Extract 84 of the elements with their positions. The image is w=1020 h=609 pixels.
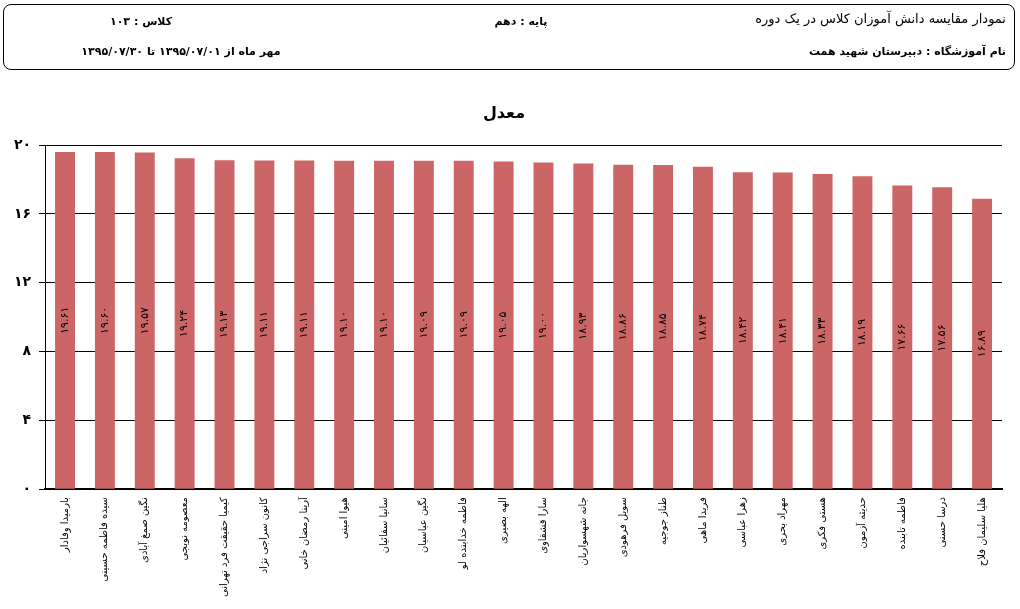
bar: [892, 185, 913, 489]
x-tick-label: فاطمه خدابنده لو: [457, 496, 469, 571]
data-label: ۱۹.۰۹: [416, 311, 430, 339]
data-label: ۱۸.۴۱: [775, 317, 789, 345]
bar: [334, 160, 355, 489]
data-label: ۱۹.۶۱: [57, 306, 71, 334]
y-tick-label: ۱۲: [14, 273, 32, 290]
y-tick-label: ۲۰: [14, 135, 32, 152]
data-label: ۱۷.۵۶: [935, 324, 949, 352]
x-tick-label: هلیا سلیمان فلاح: [975, 497, 988, 567]
bar: [493, 161, 514, 489]
y-tick-label: ۱۶: [14, 204, 32, 221]
bar: [573, 163, 594, 489]
data-label: ۱۹.۰۹: [456, 311, 470, 339]
data-label: ۱۹.۶۰: [97, 306, 111, 334]
text: پایه : دهم: [494, 15, 548, 28]
bar: [932, 187, 953, 489]
x-tick-label: کانون سراجی نژاد: [257, 496, 269, 574]
data-label: ۱۸.۴۲: [735, 316, 749, 345]
bar: [732, 172, 753, 489]
data-label: ۱۹.۱۰: [336, 311, 350, 339]
chart-title: معدل: [482, 102, 526, 122]
x-tick-label: الهه بصیری: [497, 497, 510, 544]
bar: [653, 164, 674, 489]
data-label: ۱۹.۱۱: [257, 311, 271, 339]
x-tick-label: درسا حسنی: [935, 497, 947, 548]
x-tick-label: هیوا امینی: [337, 497, 349, 540]
bar: [55, 151, 75, 489]
bar: [812, 173, 833, 489]
text: کلاس : ۱۰۳: [109, 15, 173, 28]
data-label: ۱۹.۱۱: [297, 311, 311, 339]
x-tick-label: فریدا ماهی: [696, 496, 708, 544]
x-tick-label: سیده فاطمه حسینی: [98, 497, 110, 582]
bar: [413, 160, 434, 489]
x-tick-label: معصومه نوبجی: [178, 497, 190, 561]
y-tick-label: ۸: [22, 342, 32, 359]
x-tick-label: جانه شهسواریان: [576, 497, 589, 566]
x-tick-label: طناز جوجیه: [656, 497, 668, 546]
bar: [134, 152, 155, 489]
data-label: ۱۸.۳۳: [815, 317, 829, 345]
bar: [294, 160, 315, 489]
x-tick-label: سانیا سفائیان: [377, 497, 389, 554]
data-label: ۱۶.۸۹: [974, 330, 988, 358]
text: نام آموزشگاه : دبیرستان شهید همت: [808, 45, 1006, 58]
bar: [613, 164, 634, 489]
x-tick-label: آرینا رمضان خانی: [296, 495, 309, 570]
text: نمودار مقایسه دانش آموزان کلاس در یک دوره: [755, 11, 1006, 26]
x-tick-label: نگین عباسیان: [417, 497, 429, 554]
bar: [533, 162, 554, 489]
text: مهر ماه از ۱۳۹۵/۰۷/۰۱ تا ۱۳۹۵/۰۷/۳۰: [81, 45, 281, 58]
x-tick-label: سارا قشقاوی: [537, 497, 550, 554]
data-label: ۱۹.۱۳: [217, 310, 231, 338]
bar: [374, 160, 394, 489]
data-label: ۱۹.۱۰: [376, 311, 390, 339]
bar: [254, 160, 275, 489]
data-label: ۱۸.۸۵: [655, 313, 669, 341]
data-label: ۱۹.۰۵: [496, 311, 510, 339]
bar: [852, 176, 873, 489]
x-tick-label: فاطمه تابنده: [895, 496, 907, 550]
data-label: ۱۹.۵۷: [137, 306, 151, 335]
data-label: ۱۸.۱۹: [855, 318, 869, 347]
x-tick-label: حدیثه آزمون: [855, 497, 868, 549]
y-tick-label: ۴: [22, 411, 32, 427]
x-tick-label: زهرا عباسی: [736, 496, 748, 548]
data-label: ۱۹.۰۰: [536, 311, 550, 340]
bar: [453, 160, 474, 489]
x-tick-label: هستی فکری: [816, 497, 828, 550]
data-label: ۱۹.۲۴: [177, 309, 191, 338]
data-label: ۱۷.۶۶: [895, 323, 909, 351]
bar: [972, 198, 993, 489]
bar: [94, 152, 115, 489]
x-tick-label: بارمیدا وفادار: [58, 497, 71, 554]
y-tick-label: ۰: [22, 479, 32, 496]
x-tick-label: مهراد بحری: [776, 497, 789, 546]
x-tick-label: کیمیا حقیقت فرد تهرانی: [218, 496, 231, 598]
bar: [693, 166, 713, 489]
data-label: ۱۸.۹۳: [576, 312, 590, 340]
bar: [214, 160, 235, 489]
x-tick-label: سویل فرهودی: [616, 497, 628, 558]
x-tick-label: نگین صمغ آبادی: [137, 497, 151, 563]
data-label: ۱۸.۸۶: [616, 313, 630, 341]
bar: [174, 158, 195, 489]
data-label: ۱۸.۷۴: [695, 314, 709, 342]
bar: [772, 172, 793, 489]
